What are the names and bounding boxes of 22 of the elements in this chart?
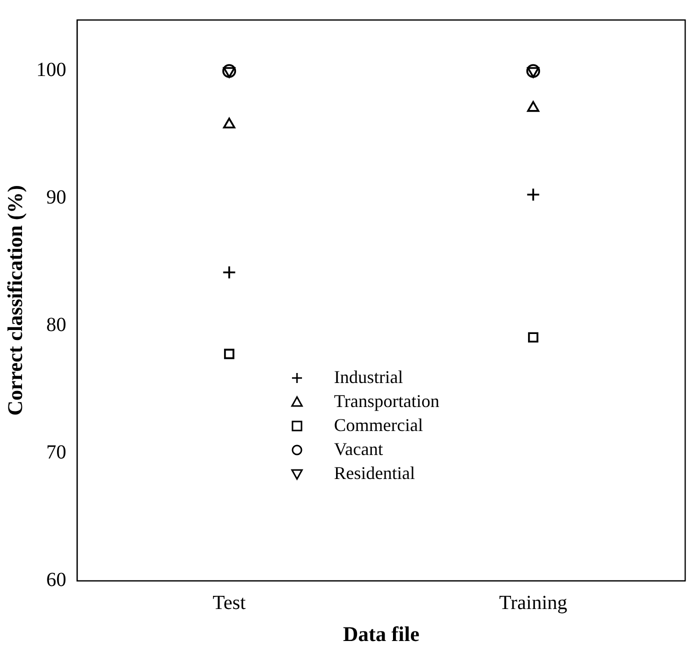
point: [223, 67, 236, 78]
legend-label: Transportation: [334, 391, 440, 412]
x-tick-label: Training: [499, 592, 568, 614]
point: [222, 64, 236, 78]
point: [528, 332, 538, 343]
legend-label: Industrial: [334, 367, 403, 388]
point: [222, 265, 236, 280]
y-axis-title: Correct classification (%): [3, 185, 28, 416]
legend-label: Vacant: [334, 439, 383, 460]
y-tick-label: 80: [46, 314, 66, 336]
point: [527, 67, 540, 78]
legend-label: Commercial: [334, 415, 423, 436]
y-tick-label: 90: [46, 186, 66, 209]
y-tick-label: 70: [46, 442, 66, 464]
y-tick-label: 60: [46, 569, 66, 592]
x-axis-title: Data file: [342, 622, 420, 646]
point: [224, 348, 234, 360]
legend-label: Residential: [334, 463, 415, 484]
y-tick-label: 100: [36, 59, 66, 82]
point: [526, 188, 540, 202]
x-tick-label: Test: [212, 592, 246, 614]
point: [526, 64, 540, 78]
